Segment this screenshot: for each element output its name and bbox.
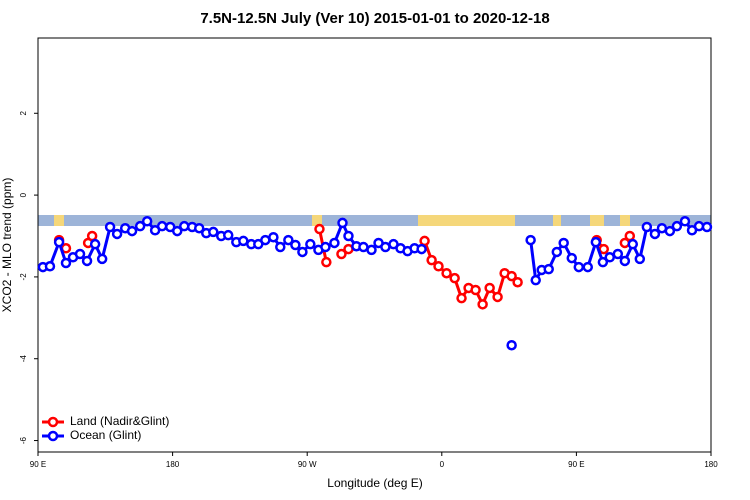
data-point bbox=[604, 252, 616, 263]
data-point bbox=[156, 220, 168, 232]
x-axis-label: Longitude (deg E) bbox=[327, 476, 422, 490]
x-tick-label: 90 E bbox=[568, 460, 584, 469]
data-point bbox=[343, 230, 354, 242]
x-tick-label: 90 W bbox=[298, 460, 317, 469]
map-strip bbox=[38, 215, 711, 226]
x-tick-label: 180 bbox=[166, 460, 180, 469]
y-tick-label: 2 bbox=[19, 110, 28, 115]
data-point bbox=[566, 252, 578, 264]
y-tick-label: -2 bbox=[19, 273, 28, 281]
data-point bbox=[492, 291, 503, 303]
data-point bbox=[268, 231, 279, 243]
data-point bbox=[506, 270, 517, 282]
data-point bbox=[171, 225, 183, 237]
data-point bbox=[104, 221, 116, 233]
data-point bbox=[96, 253, 108, 265]
y-tick-label: 0 bbox=[19, 192, 28, 197]
plot-frame bbox=[37, 37, 712, 453]
data-point bbox=[329, 237, 340, 249]
data-point bbox=[641, 221, 653, 233]
data-point bbox=[525, 234, 536, 246]
data-point bbox=[612, 248, 624, 260]
data-point bbox=[134, 220, 146, 232]
data-point bbox=[314, 223, 325, 235]
data-point bbox=[419, 235, 430, 247]
data-point bbox=[337, 217, 348, 229]
x-tick-label: 90 E bbox=[30, 460, 46, 469]
data-point bbox=[366, 244, 377, 256]
data-point bbox=[512, 276, 523, 288]
data-point bbox=[81, 255, 93, 267]
data-point bbox=[53, 236, 65, 248]
data-point bbox=[74, 248, 86, 260]
data-point bbox=[573, 261, 585, 273]
data-point bbox=[624, 230, 636, 242]
data-point bbox=[126, 225, 138, 237]
data-point bbox=[551, 246, 563, 258]
y-axis-label: XCO2 - MLO trend (ppm) bbox=[0, 178, 14, 313]
data-point bbox=[260, 234, 271, 246]
data-point bbox=[416, 243, 427, 255]
legend-swatch-marker bbox=[47, 416, 59, 428]
data-point bbox=[297, 246, 308, 258]
data-point bbox=[305, 238, 316, 250]
data-point bbox=[433, 261, 444, 272]
data-point bbox=[470, 284, 481, 296]
data-point bbox=[701, 221, 713, 233]
data-point bbox=[484, 282, 495, 294]
data-point bbox=[582, 261, 594, 273]
data-point bbox=[193, 222, 205, 234]
data-point bbox=[627, 238, 639, 250]
y-tick-label: -6 bbox=[19, 436, 28, 444]
chart-title: 7.5N-12.5N July (Ver 10) 2015-01-01 to 2… bbox=[200, 10, 549, 27]
data-point bbox=[380, 241, 391, 253]
data-point bbox=[664, 225, 676, 237]
data-point bbox=[275, 241, 286, 253]
data-point bbox=[506, 339, 517, 351]
x-tick-label: 0 bbox=[440, 460, 445, 469]
data-point bbox=[60, 257, 72, 269]
data-point bbox=[456, 292, 467, 304]
data-point bbox=[634, 253, 646, 265]
data-point bbox=[290, 239, 301, 251]
y-tick-label: -4 bbox=[19, 355, 28, 363]
data-point bbox=[321, 256, 332, 268]
data-point bbox=[597, 256, 609, 268]
data-point bbox=[590, 236, 602, 248]
data-point bbox=[679, 216, 691, 227]
data-point bbox=[320, 241, 331, 253]
data-point bbox=[336, 248, 347, 260]
data-point bbox=[543, 263, 554, 275]
data-point bbox=[441, 267, 452, 279]
data-point bbox=[358, 241, 369, 253]
data-point bbox=[530, 274, 541, 286]
data-point bbox=[111, 228, 123, 240]
data-point bbox=[86, 230, 98, 242]
legend-label: Ocean (Glint) bbox=[70, 428, 141, 442]
data-point bbox=[208, 226, 219, 238]
data-point bbox=[619, 255, 631, 267]
data-point bbox=[449, 272, 460, 284]
data-point bbox=[558, 237, 569, 249]
data-point bbox=[141, 216, 153, 227]
data-point bbox=[89, 238, 101, 250]
legend-swatch-marker bbox=[47, 430, 59, 442]
data-point bbox=[598, 243, 610, 255]
data-point bbox=[477, 299, 488, 310]
data-point bbox=[671, 220, 683, 232]
data-point bbox=[44, 261, 56, 272]
data-point bbox=[426, 254, 437, 266]
data-point bbox=[283, 234, 294, 246]
data-point bbox=[649, 228, 661, 240]
data-point bbox=[222, 229, 234, 241]
legend-label: Land (Nadir&Glint) bbox=[70, 414, 169, 428]
x-tick-label: 180 bbox=[704, 460, 718, 469]
